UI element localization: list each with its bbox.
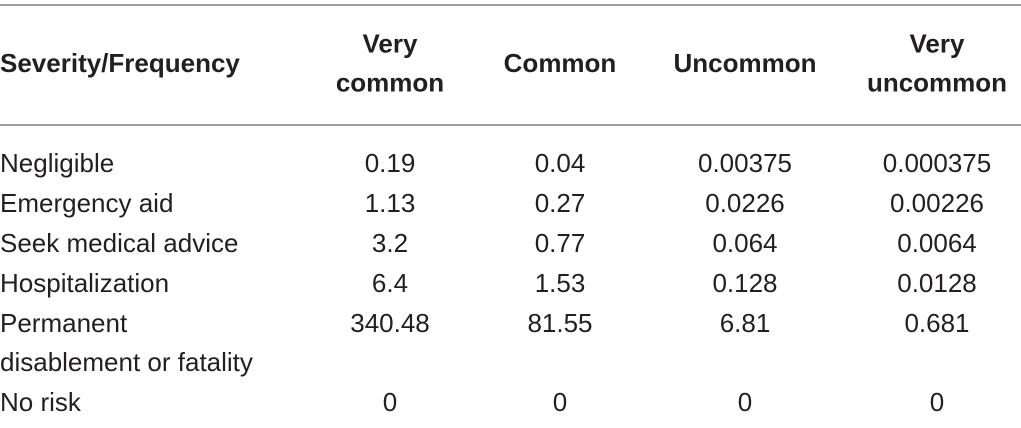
cell-value: 0.0064 bbox=[897, 228, 977, 258]
cell-value: 81.55 bbox=[527, 308, 592, 338]
cell-value: 6.4 bbox=[372, 268, 408, 298]
row-label: Negligible bbox=[0, 148, 114, 178]
row-label: Permanent bbox=[0, 308, 128, 338]
cell-value: 0.27 bbox=[535, 188, 586, 218]
cell-value: 0 bbox=[383, 387, 397, 417]
cell-value: 0 bbox=[738, 387, 752, 417]
cell-value: 0.00226 bbox=[890, 188, 984, 218]
cell-value: 0.0226 bbox=[705, 188, 785, 218]
column-header: uncommon bbox=[867, 67, 1007, 97]
cell-value: 0.19 bbox=[365, 148, 416, 178]
column-header: Common bbox=[504, 48, 617, 78]
row-label: Seek medical advice bbox=[0, 228, 238, 258]
row-label: No risk bbox=[0, 387, 82, 417]
cell-value: 0.0128 bbox=[897, 268, 977, 298]
cell-value: 0.128 bbox=[712, 268, 777, 298]
cell-value: 1.13 bbox=[365, 188, 416, 218]
row-label: Emergency aid bbox=[0, 188, 173, 218]
cell-value: 0 bbox=[553, 387, 567, 417]
cell-value: 0.04 bbox=[535, 148, 586, 178]
cell-value: 340.48 bbox=[350, 308, 430, 338]
cell-value: 0.77 bbox=[535, 228, 586, 258]
column-header: Severity/Frequency bbox=[0, 48, 240, 78]
row-label: Hospitalization bbox=[0, 268, 169, 298]
cell-value: 3.2 bbox=[372, 228, 408, 258]
cell-value: 6.81 bbox=[720, 308, 771, 338]
column-header: Very bbox=[910, 28, 965, 58]
cell-value: 0.681 bbox=[904, 308, 969, 338]
cell-value: 0.064 bbox=[712, 228, 777, 258]
column-header: common bbox=[336, 67, 444, 97]
row-label: disablement or fatality bbox=[0, 347, 253, 377]
cell-value: 0 bbox=[930, 387, 944, 417]
cell-value: 0.000375 bbox=[883, 148, 991, 178]
cell-value: 0.00375 bbox=[698, 148, 792, 178]
column-header: Very bbox=[363, 28, 418, 58]
cell-value: 1.53 bbox=[535, 268, 586, 298]
column-header: Uncommon bbox=[674, 48, 817, 78]
